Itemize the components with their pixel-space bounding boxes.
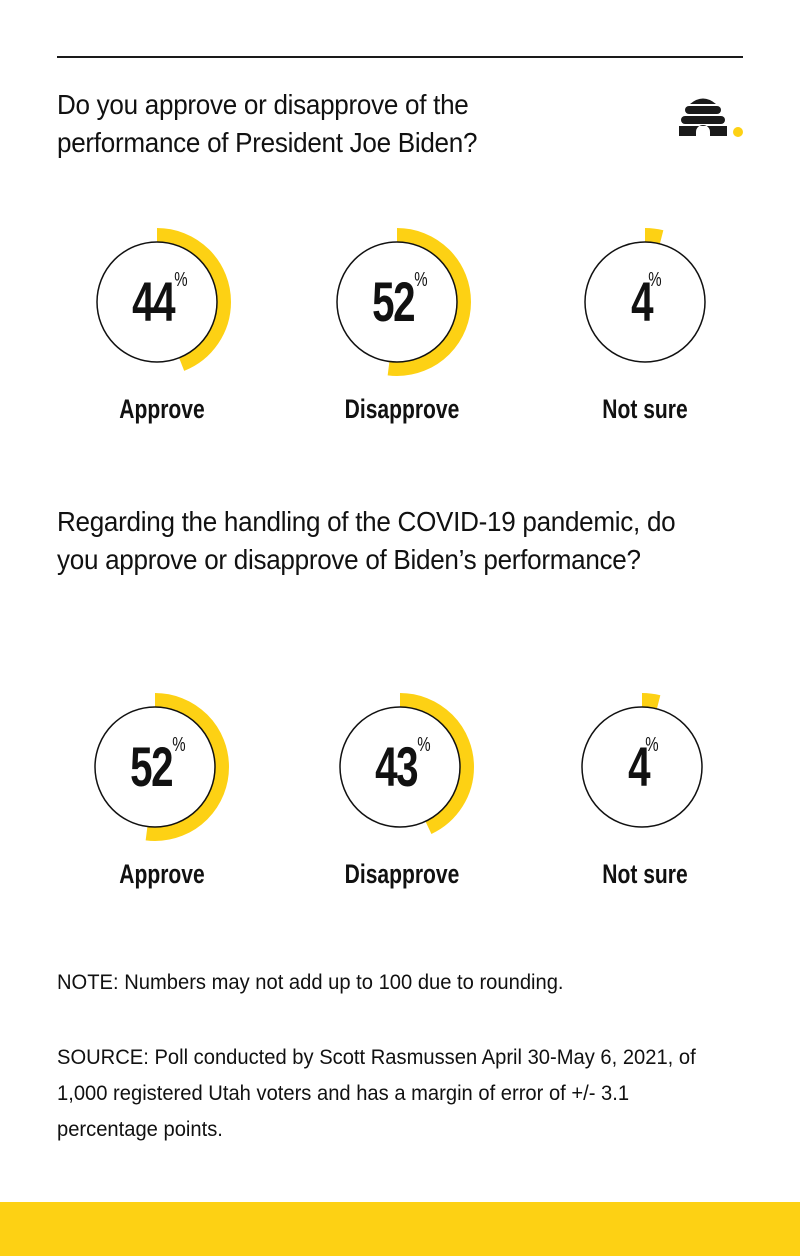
rounding-note: NOTE: Numbers may not add up to 100 due … [57, 971, 564, 994]
label-q2-disapprove: Disapprove [344, 859, 460, 889]
percent-value: 52 [130, 735, 173, 798]
donut-ring [323, 228, 471, 376]
percent-value: 43 [375, 735, 418, 798]
beehive-logo-icon [679, 98, 743, 137]
percent-value: 44 [132, 270, 175, 333]
donut-q1-approve: 44 % [72, 217, 242, 387]
percent-sign: % [174, 269, 188, 291]
donut-ring [81, 693, 229, 841]
percent-sign: % [414, 269, 428, 291]
donut-ring [568, 693, 716, 841]
donut-ring [83, 228, 231, 376]
donut-q1-not-sure: 4 % [560, 217, 730, 387]
top-divider [57, 56, 743, 58]
label-q1-disapprove: Disapprove [344, 394, 460, 424]
donut-ring [326, 693, 474, 841]
donut-q2-disapprove: 43 % [315, 682, 485, 852]
percent-value: 4 [630, 270, 653, 333]
donut-q2-approve: 52 % [70, 682, 240, 852]
percent-sign: % [644, 734, 659, 756]
label-q1-approve: Approve [119, 394, 205, 424]
percent-sign: % [172, 734, 186, 756]
question-2-title: Regarding the handling of the COVID-19 p… [57, 506, 676, 575]
donut-q2-not-sure: 4 % [557, 682, 727, 852]
footer-accent-band [0, 1202, 800, 1256]
percent-sign: % [647, 269, 662, 291]
label-q2-approve: Approve [119, 859, 205, 889]
source-note: SOURCE: Poll conducted by Scott Rasmusse… [57, 1046, 696, 1141]
donut-q1-disapprove: 52 % [312, 217, 482, 387]
donut-ring [571, 228, 719, 376]
percent-value: 52 [372, 270, 415, 333]
label-q1-not-sure: Not sure [602, 394, 688, 424]
percent-value: 4 [627, 735, 650, 798]
question-1-title: Do you approve or disapprove of the perf… [57, 89, 478, 158]
percent-sign: % [417, 734, 431, 756]
label-q2-not-sure: Not sure [602, 859, 688, 889]
